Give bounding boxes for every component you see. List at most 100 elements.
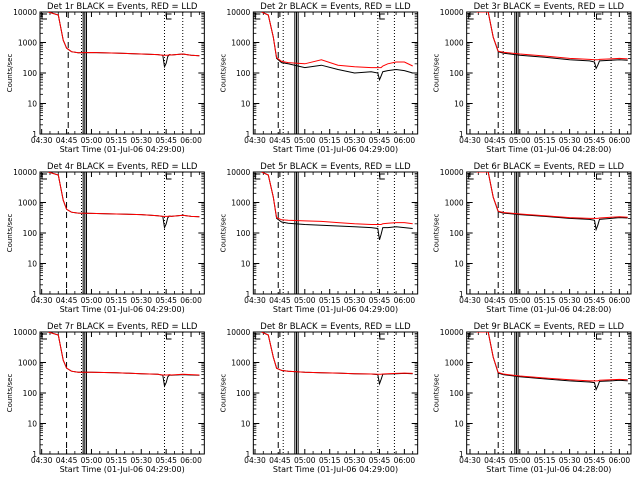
x-axis-label: Start Time (01-Jul-06 04:29:00)	[60, 465, 185, 474]
x-tick-label: 06:00	[180, 296, 202, 305]
y-tick-label: 1	[246, 450, 251, 459]
events-series-line	[48, 12, 200, 69]
events-series-line	[261, 172, 413, 240]
series-group	[476, 172, 628, 232]
plot-frame	[39, 331, 205, 455]
events-series-line	[48, 332, 200, 388]
x-tick-label: 05:45	[155, 456, 177, 465]
y-tick-label: 100	[236, 229, 251, 238]
bracket-marker-icon	[468, 173, 474, 180]
y-axis-label: Counts/sec	[433, 214, 441, 253]
x-tick-label: 04:30	[244, 456, 266, 465]
x-tick-label: 04:30	[244, 296, 266, 305]
x-tick-label: 04:45	[484, 456, 506, 465]
x-tick-label: 04:30	[31, 456, 53, 465]
bracket-marker-icon	[595, 173, 602, 180]
series-group	[48, 12, 200, 69]
lld-series-line	[261, 12, 413, 69]
y-tick-label: 1	[246, 290, 251, 299]
x-tick-label: 05:45	[369, 296, 391, 305]
bracket-marker-icon	[254, 13, 261, 20]
x-tick-label: 05:00	[509, 456, 531, 465]
bracket-marker-icon	[379, 13, 385, 20]
y-tick-label: 10000	[13, 328, 37, 337]
detector-panel: Det 7r BLACK = Events, RED = LLD 1 10 100 10…	[6, 322, 205, 474]
y-tick-label: 100	[236, 389, 251, 398]
bracket-marker-icon	[165, 13, 172, 20]
x-tick-label: 05:00	[294, 136, 316, 145]
bracket-marker-icon	[468, 333, 474, 340]
y-tick-label: 100	[449, 389, 464, 398]
y-tick-label: 10000	[226, 328, 250, 337]
y-tick-label: 1	[459, 130, 464, 139]
lld-series-line	[48, 172, 200, 218]
x-tick-label: 05:45	[369, 136, 391, 145]
panel-title: Det 3r BLACK = Events, RED = LLD	[474, 2, 625, 12]
y-tick-label: 1	[459, 290, 464, 299]
x-tick-label: 05:45	[584, 456, 606, 465]
series-group	[476, 12, 628, 70]
lld-series-line	[476, 12, 628, 61]
detector-panel: Det 9r BLACK = Events, RED = LLD 1 10 100 10…	[433, 322, 632, 474]
y-axis-label: Counts/sec	[433, 54, 441, 93]
x-tick-label: 05:15	[106, 456, 128, 465]
events-series-line	[261, 12, 413, 82]
x-tick-label: 05:45	[584, 136, 606, 145]
x-tick-label: 05:00	[81, 136, 103, 145]
y-axis-label: Counts/sec	[219, 374, 227, 413]
bracket-marker-icon	[254, 173, 261, 180]
plot-frame	[39, 11, 205, 135]
y-tick-label: 1000	[18, 39, 37, 48]
detector-panel: Det 3r BLACK = Events, RED = LLD 1 10 100 10…	[433, 2, 632, 154]
y-tick-label: 1	[32, 290, 37, 299]
bracket-marker-icon	[41, 333, 47, 340]
y-tick-label: 1000	[231, 199, 250, 208]
y-tick-label: 1000	[231, 359, 250, 368]
x-tick-label: 06:00	[394, 136, 416, 145]
x-axis-label: Start Time (01-Jul-06 04:29:00)	[60, 145, 185, 154]
x-tick-label: 04:45	[269, 296, 291, 305]
bracket-marker-icon	[379, 333, 385, 340]
y-tick-label: 10000	[13, 8, 37, 17]
x-tick-label: 05:30	[130, 136, 152, 145]
series-group	[476, 332, 628, 391]
panel-title: Det 6r BLACK = Events, RED = LLD	[474, 162, 625, 172]
detector-panel: Det 4r BLACK = Events, RED = LLD 1 10 100 10…	[6, 162, 205, 314]
series-group	[48, 332, 200, 388]
plot-frame	[466, 171, 632, 295]
x-tick-label: 05:30	[130, 296, 152, 305]
bracket-marker-icon	[468, 13, 474, 20]
x-tick-label: 05:15	[534, 456, 556, 465]
detector-panel: Det 8r BLACK = Events, RED = LLD 1 10 100 10…	[219, 322, 419, 474]
y-axis-label: Counts/sec	[219, 54, 227, 93]
x-tick-label: 05:15	[106, 136, 128, 145]
events-series-line	[261, 332, 413, 386]
x-tick-label: 04:30	[459, 296, 481, 305]
x-tick-label: 06:00	[609, 456, 631, 465]
y-tick-label: 10000	[440, 8, 464, 17]
y-axis-label: Counts/sec	[6, 214, 14, 253]
y-axis-label: Counts/sec	[219, 214, 227, 253]
x-tick-label: 04:30	[244, 136, 266, 145]
x-axis-label: Start Time (01-Jul-06 04:28:00)	[486, 465, 611, 474]
bracket-marker-icon	[595, 13, 602, 20]
x-tick-label: 05:30	[344, 456, 366, 465]
x-tick-label: 06:00	[394, 456, 416, 465]
x-tick-label: 04:45	[269, 456, 291, 465]
y-axis-label: Counts/sec	[433, 374, 441, 413]
y-tick-label: 1000	[445, 359, 464, 368]
x-tick-label: 05:30	[344, 136, 366, 145]
detector-panel: Det 5r BLACK = Events, RED = LLD 1 10 100 10…	[219, 162, 419, 314]
y-axis-label: Counts/sec	[6, 54, 14, 93]
lld-series-line	[48, 12, 200, 57]
x-tick-label: 05:45	[369, 456, 391, 465]
y-tick-label: 100	[449, 69, 464, 78]
panel-title: Det 5r BLACK = Events, RED = LLD	[260, 162, 411, 172]
x-tick-label: 05:15	[534, 296, 556, 305]
y-tick-label: 1	[246, 130, 251, 139]
y-tick-label: 1	[459, 450, 464, 459]
x-tick-label: 05:15	[319, 456, 341, 465]
x-tick-label: 05:15	[106, 296, 128, 305]
x-tick-label: 06:00	[394, 296, 416, 305]
